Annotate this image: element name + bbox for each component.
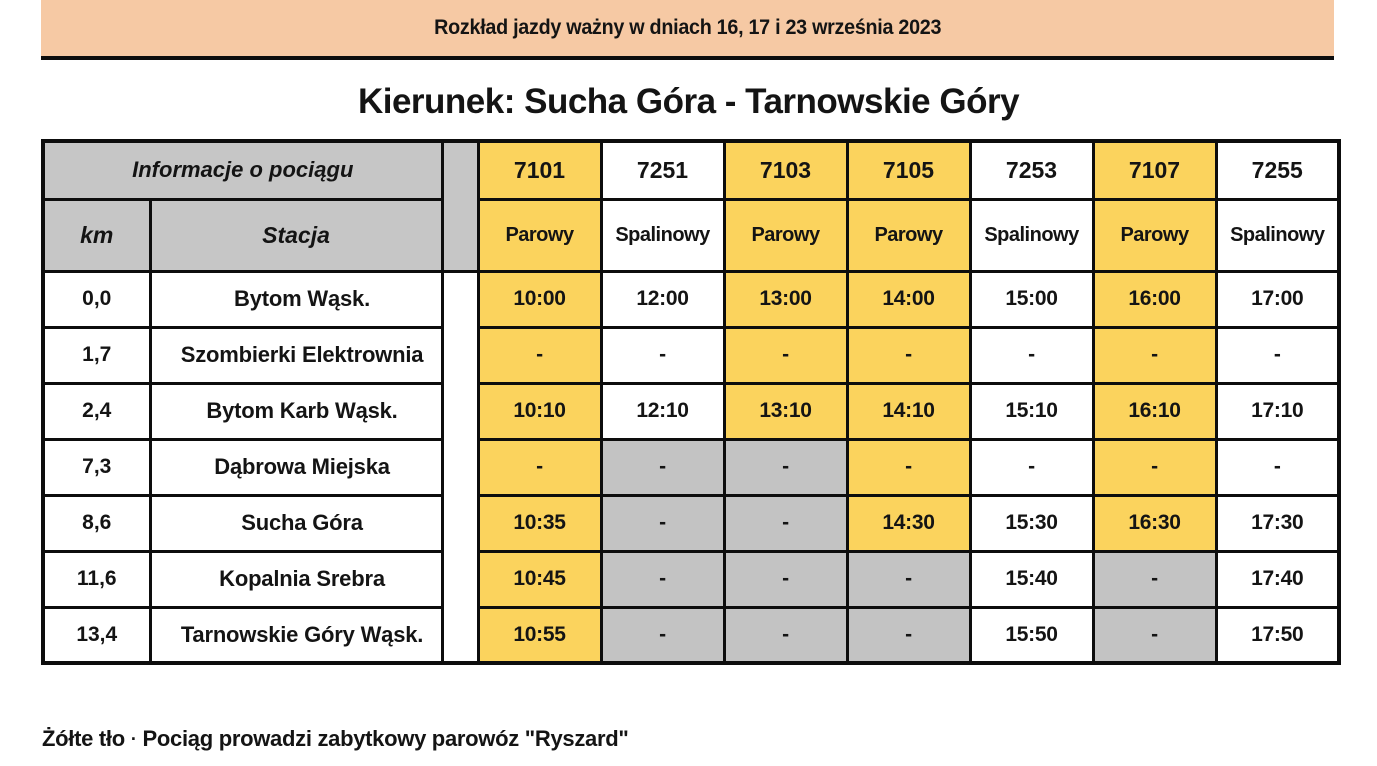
time-cell: - <box>1214 325 1341 385</box>
time-cell: - <box>1091 605 1218 665</box>
time-cell: 12:10 <box>599 381 726 441</box>
station-row: 2,4 Bytom Karb Wąsk. 10:10 12:10 13:10 14:10 1… <box>41 381 1341 441</box>
time-cell: - <box>968 325 1095 385</box>
train-type-header: Spalinowy <box>599 197 726 273</box>
station-name: Sucha Góra <box>148 493 444 553</box>
time-cell: 16:00 <box>1091 269 1218 329</box>
time-cell: - <box>845 325 972 385</box>
station-name: Bytom Wąsk. <box>148 269 444 329</box>
time-cell: - <box>722 549 849 609</box>
time-cell: - <box>722 605 849 665</box>
time-cell: 14:30 <box>845 493 972 553</box>
km-value: 0,0 <box>41 269 152 329</box>
time-cell: 15:40 <box>968 549 1095 609</box>
time-cell: 15:10 <box>968 381 1095 441</box>
station-row: 11,6 Kopalnia Srebra 10:45- - -15:40-17:40 <box>41 549 1341 609</box>
time-cell: - <box>722 493 849 553</box>
km-value: 13,4 <box>41 605 152 665</box>
validity-banner: Rozkład jazdy ważny w dniach 16, 17 i 23… <box>41 0 1334 60</box>
km-value: 7,3 <box>41 437 152 497</box>
time-cell: 17:00 <box>1214 269 1341 329</box>
time-cell: - <box>1091 549 1218 609</box>
time-cell: - <box>1091 437 1218 497</box>
time-cell: - <box>845 549 972 609</box>
train-type-header: Spalinowy <box>1214 197 1341 273</box>
timetable: Informacje o pociągu 7101 7251 7103 7105 725… <box>41 139 1342 665</box>
time-cell: 15:00 <box>968 269 1095 329</box>
page-title: Kierunek: Sucha Góra - Tarnowskie Góry <box>357 82 1020 121</box>
time-cell: - <box>722 325 849 385</box>
spacer-column-header <box>440 139 480 273</box>
km-column-header: km <box>41 197 152 273</box>
legend-label: Żółte tło <box>42 726 125 751</box>
time-cell: 10:55 <box>476 605 603 665</box>
time-cell: - <box>476 325 603 385</box>
station-column-header: Stacja <box>148 197 444 273</box>
time-cell: - <box>599 605 726 665</box>
station-row: 1,7 Szombierki Elektrownia - - - - - - - <box>41 325 1341 385</box>
station-row: 7,3 Dąbrowa Miejska - - - - - - - <box>41 437 1341 497</box>
train-type-header: Spalinowy <box>968 197 1095 273</box>
station-name: Tarnowskie Góry Wąsk. <box>148 605 444 665</box>
time-cell: 10:35 <box>476 493 603 553</box>
validity-banner-text: Rozkład jazdy ważny w dniach 16, 17 i 23… <box>433 16 942 39</box>
time-cell: 12:00 <box>599 269 726 329</box>
time-cell: 17:10 <box>1214 381 1341 441</box>
station-row: 8,6 Sucha Góra 10:35- -14:30 15:30 16:30 17:30 <box>41 493 1341 553</box>
time-cell: 13:00 <box>722 269 849 329</box>
time-cell: - <box>722 437 849 497</box>
time-cell: 14:00 <box>845 269 972 329</box>
time-cell: - <box>845 437 972 497</box>
spacer-column <box>440 269 480 665</box>
time-cell: - <box>476 437 603 497</box>
station-name: Szombierki Elektrownia <box>148 325 444 385</box>
km-value: 11,6 <box>41 549 152 609</box>
time-cell: 10:10 <box>476 381 603 441</box>
time-cell: 16:30 <box>1091 493 1218 553</box>
time-cell: - <box>599 437 726 497</box>
time-cell: 13:10 <box>722 381 849 441</box>
km-value: 2,4 <box>41 381 152 441</box>
time-cell: - <box>599 493 726 553</box>
train-number-header: 7103 <box>722 139 849 201</box>
station-row: 0,0 Bytom Wąsk. 10:00 12:00 13:00 14:00 15:00 1… <box>41 269 1341 665</box>
time-cell: 17:50 <box>1214 605 1341 665</box>
train-type-header: Parowy <box>476 197 603 273</box>
station-name: Dąbrowa Miejska <box>148 437 444 497</box>
train-type-header: Parowy <box>722 197 849 273</box>
legend-separator: · <box>130 729 137 749</box>
time-cell: - <box>599 325 726 385</box>
time-cell: - <box>845 605 972 665</box>
legend-note: Żółte tło · Pociąg prowadzi zabytkowy paro… <box>42 726 629 752</box>
legend-text: Pociąg prowadzi zabytkowy parowóz "Rysza… <box>142 726 629 751</box>
time-cell: 15:50 <box>968 605 1095 665</box>
time-cell: 17:30 <box>1214 493 1341 553</box>
train-number-header: 7105 <box>845 139 972 201</box>
time-cell: 10:00 <box>476 269 603 329</box>
time-cell: 10:45 <box>476 549 603 609</box>
time-cell: - <box>968 437 1095 497</box>
train-number-header: 7101 <box>476 139 603 201</box>
time-cell: - <box>1091 325 1218 385</box>
time-cell: - <box>599 549 726 609</box>
time-cell: 17:40 <box>1214 549 1341 609</box>
train-number-header: 7255 <box>1214 139 1341 201</box>
time-cell: 16:10 <box>1091 381 1218 441</box>
train-number-header: 7107 <box>1091 139 1218 201</box>
train-type-header: Parowy <box>1091 197 1218 273</box>
station-name: Kopalnia Srebra <box>148 549 444 609</box>
km-value: 8,6 <box>41 493 152 553</box>
time-cell: - <box>1214 437 1341 497</box>
km-value: 1,7 <box>41 325 152 385</box>
train-number-header: 7251 <box>599 139 726 201</box>
train-number-header: 7253 <box>968 139 1095 201</box>
train-type-header: Parowy <box>845 197 972 273</box>
station-row: 13,4 Tarnowskie Góry Wąsk. 10:55- - -15:50-1… <box>41 605 1341 665</box>
station-name: Bytom Karb Wąsk. <box>148 381 444 441</box>
time-cell: 15:30 <box>968 493 1095 553</box>
info-header: Informacje o pociągu <box>41 139 444 201</box>
time-cell: 14:10 <box>845 381 972 441</box>
